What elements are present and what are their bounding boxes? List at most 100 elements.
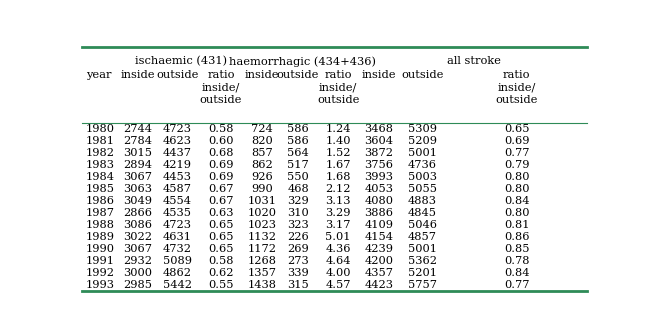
Text: 517: 517 [287,160,309,169]
Text: 3015: 3015 [123,148,153,158]
Text: 3022: 3022 [123,232,153,242]
Text: 1357: 1357 [248,268,276,278]
Text: 3067: 3067 [123,244,153,254]
Text: ratio
inside/
outside: ratio inside/ outside [317,70,359,105]
Text: year: year [85,70,111,80]
Text: 323: 323 [287,220,309,230]
Text: 1268: 1268 [248,256,276,266]
Text: 2784: 2784 [123,136,153,146]
Text: 0.77: 0.77 [504,148,529,158]
Text: all stroke: all stroke [447,56,501,66]
Text: 1991: 1991 [85,256,115,266]
Text: 1.52: 1.52 [325,148,351,158]
Text: outside: outside [156,70,199,80]
Text: 0.80: 0.80 [504,171,529,182]
Text: 226: 226 [287,232,309,242]
Text: 4.64: 4.64 [325,256,351,266]
Text: 2.12: 2.12 [325,184,351,194]
Text: 0.63: 0.63 [208,208,233,218]
Text: 5442: 5442 [163,280,192,290]
Text: 4554: 4554 [163,196,192,206]
Text: 3.13: 3.13 [325,196,351,206]
Text: 3.29: 3.29 [325,208,351,218]
Text: 550: 550 [287,171,309,182]
Text: 1980: 1980 [85,123,115,134]
Text: 0.67: 0.67 [208,184,233,194]
Text: 0.58: 0.58 [208,256,233,266]
Text: 0.60: 0.60 [208,136,233,146]
Text: 4219: 4219 [163,160,192,169]
Text: haemorrhagic (434+436): haemorrhagic (434+436) [229,56,376,67]
Text: 4845: 4845 [408,208,437,218]
Text: 0.80: 0.80 [504,208,529,218]
Text: 339: 339 [287,268,309,278]
Text: 862: 862 [251,160,273,169]
Text: 5001: 5001 [408,244,437,254]
Text: 1988: 1988 [85,220,115,230]
Text: 0.85: 0.85 [504,244,529,254]
Text: 4.00: 4.00 [325,268,351,278]
Text: 5362: 5362 [408,256,437,266]
Text: 3086: 3086 [123,220,153,230]
Text: 269: 269 [287,244,309,254]
Text: 5001: 5001 [408,148,437,158]
Text: 329: 329 [287,196,309,206]
Text: 4631: 4631 [163,232,192,242]
Text: 820: 820 [251,136,273,146]
Text: 1031: 1031 [248,196,276,206]
Text: 4239: 4239 [364,244,394,254]
Text: inside: inside [121,70,155,80]
Text: outside: outside [277,70,319,80]
Text: 2744: 2744 [123,123,153,134]
Text: ratio
inside/
outside: ratio inside/ outside [496,70,538,105]
Text: ischaemic (431): ischaemic (431) [135,56,228,67]
Text: 0.84: 0.84 [504,268,529,278]
Text: 1982: 1982 [85,148,115,158]
Text: 0.65: 0.65 [208,220,233,230]
Text: 724: 724 [251,123,273,134]
Text: 5201: 5201 [408,268,437,278]
Text: 2866: 2866 [123,208,153,218]
Text: 0.84: 0.84 [504,196,529,206]
Text: 3993: 3993 [364,171,394,182]
Text: 1987: 1987 [85,208,115,218]
Text: 2932: 2932 [123,256,153,266]
Text: 0.81: 0.81 [504,220,529,230]
Text: inside: inside [245,70,280,80]
Text: 1132: 1132 [248,232,276,242]
Text: 1172: 1172 [248,244,276,254]
Text: 0.62: 0.62 [208,268,233,278]
Text: 857: 857 [251,148,273,158]
Text: 273: 273 [287,256,309,266]
Text: 0.69: 0.69 [208,171,233,182]
Text: 3.17: 3.17 [325,220,351,230]
Text: 1.40: 1.40 [325,136,351,146]
Text: 1.67: 1.67 [325,160,351,169]
Text: 4862: 4862 [163,268,192,278]
Text: 1985: 1985 [85,184,115,194]
Text: 4857: 4857 [408,232,437,242]
Text: 5309: 5309 [408,123,437,134]
Text: 4109: 4109 [364,220,394,230]
Text: 2894: 2894 [123,160,153,169]
Text: 5089: 5089 [163,256,192,266]
Text: 4357: 4357 [364,268,394,278]
Text: 0.65: 0.65 [504,123,529,134]
Text: 4883: 4883 [408,196,437,206]
Text: 1990: 1990 [85,244,115,254]
Text: 4587: 4587 [163,184,192,194]
Text: 3063: 3063 [123,184,153,194]
Text: 5.01: 5.01 [325,232,351,242]
Text: 1023: 1023 [248,220,276,230]
Text: 586: 586 [287,123,309,134]
Text: 4736: 4736 [408,160,437,169]
Text: 4080: 4080 [364,196,394,206]
Text: 3604: 3604 [364,136,394,146]
Text: 1986: 1986 [85,196,115,206]
Text: 4.57: 4.57 [325,280,351,290]
Text: 5046: 5046 [408,220,437,230]
Text: 0.77: 0.77 [504,280,529,290]
Text: 4423: 4423 [364,280,394,290]
Text: 1020: 1020 [248,208,276,218]
Text: 1.24: 1.24 [325,123,351,134]
